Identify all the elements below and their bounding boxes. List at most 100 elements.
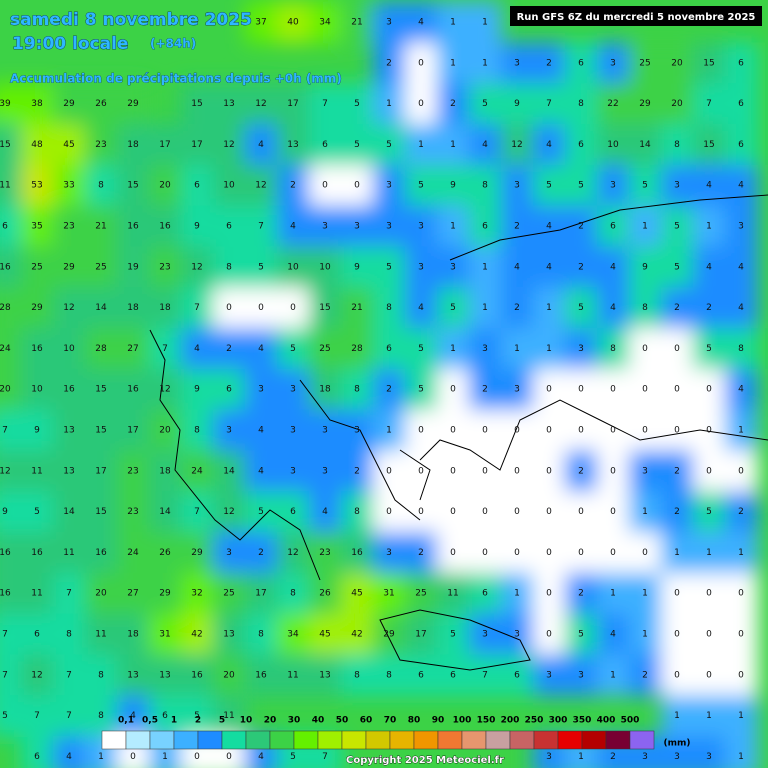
precip-cell	[565, 42, 598, 85]
grid-value: 33	[63, 181, 74, 191]
legend-label: 250	[525, 716, 544, 726]
grid-value: 0	[738, 589, 744, 599]
grid-value: 6	[450, 670, 456, 680]
precip-cell	[437, 287, 470, 329]
precip-cell	[405, 287, 438, 329]
grid-value: 6	[738, 58, 744, 68]
precip-cell	[309, 654, 342, 697]
grid-value: 0	[514, 548, 520, 558]
grid-value: 7	[66, 711, 72, 721]
grid-value: 2	[258, 548, 264, 558]
grid-value: 0	[482, 548, 488, 558]
precip-cell	[533, 450, 566, 493]
grid-value: 3	[610, 58, 616, 68]
grid-value: 1	[674, 548, 680, 558]
grid-value: 7	[194, 507, 200, 517]
grid-value: 42	[351, 630, 362, 640]
legend-label: 70	[384, 716, 397, 726]
grid-value: 1	[386, 426, 392, 436]
precip-cell	[725, 450, 758, 493]
precip-cell	[117, 83, 150, 125]
precip-cell	[309, 409, 342, 452]
precip-cell	[693, 246, 726, 289]
precip-cell	[309, 124, 342, 166]
precip-cell	[245, 532, 278, 574]
grid-value: 18	[319, 385, 331, 395]
grid-value: 8	[738, 344, 744, 354]
grid-value: 8	[98, 181, 104, 191]
legend-swatch	[605, 730, 631, 750]
grid-value: 16	[191, 670, 203, 680]
grid-value: 8	[642, 303, 648, 313]
precip-cell	[117, 532, 150, 574]
grid-value: 0	[546, 426, 552, 436]
precip-cell	[469, 613, 502, 656]
precip-cell	[85, 124, 118, 166]
grid-value: 4	[546, 222, 552, 232]
grid-value: 8	[258, 630, 264, 640]
precip-cell	[629, 124, 662, 166]
precip-cell	[0, 572, 22, 615]
precip-cell	[373, 83, 406, 125]
grid-value: 5	[674, 222, 680, 232]
precip-cell	[21, 695, 54, 737]
grid-value: 12	[63, 303, 74, 313]
precip-cell	[661, 205, 694, 248]
grid-value: 0	[642, 426, 648, 436]
grid-value: 0	[546, 507, 552, 517]
grid-value: 16	[0, 262, 11, 272]
precip-cell	[565, 572, 598, 615]
precip-cell	[53, 572, 86, 615]
precip-cell	[53, 491, 86, 533]
grid-value: 6	[34, 630, 40, 640]
legend-label: 0,1	[118, 716, 134, 726]
precip-cell	[725, 695, 758, 737]
precip-cell	[469, 83, 502, 125]
precip-cell	[0, 328, 22, 370]
grid-value: 4	[546, 262, 552, 272]
grid-value: 8	[98, 670, 104, 680]
grid-value: 13	[63, 466, 74, 476]
precip-cell	[469, 532, 502, 574]
grid-value: 7	[34, 711, 40, 721]
grid-value: 0	[674, 344, 680, 354]
precip-cell	[629, 491, 662, 533]
grid-value: 17	[95, 466, 106, 476]
precip-cell	[277, 164, 310, 207]
grid-value: 7	[706, 99, 712, 109]
grid-value: 38	[31, 99, 43, 109]
grid-value: 3	[226, 548, 232, 558]
precip-cell	[661, 654, 694, 697]
precip-cell	[309, 287, 342, 329]
precip-cell	[277, 450, 310, 493]
run-box	[510, 6, 762, 26]
precip-cell	[469, 164, 502, 207]
grid-value: 16	[31, 548, 43, 558]
grid-value: 6	[738, 140, 744, 150]
precip-cell	[245, 572, 278, 615]
grid-value: 0	[674, 589, 680, 599]
precip-cell	[213, 328, 246, 370]
grid-value: 26	[95, 99, 107, 109]
precip-cell	[53, 205, 86, 248]
grid-value: 24	[191, 466, 203, 476]
grid-value: 6	[514, 670, 520, 680]
grid-value: 6	[386, 344, 392, 354]
precip-cell	[725, 368, 758, 411]
precip-cell	[213, 164, 246, 207]
precip-cell	[149, 287, 182, 329]
precip-cell	[21, 613, 54, 656]
precip-cell	[21, 328, 54, 370]
grid-value: 4	[738, 181, 744, 191]
grid-value: 48	[31, 140, 43, 150]
grid-value: 23	[95, 140, 106, 150]
grid-value: 0	[642, 344, 648, 354]
grid-value: 1	[418, 140, 424, 150]
precip-cell	[437, 205, 470, 248]
grid-value: 15	[703, 58, 714, 68]
precip-cell	[693, 368, 726, 411]
precip-cell	[693, 654, 726, 697]
precip-cell	[21, 246, 54, 289]
grid-value: 25	[639, 58, 650, 68]
precip-cell	[661, 246, 694, 289]
